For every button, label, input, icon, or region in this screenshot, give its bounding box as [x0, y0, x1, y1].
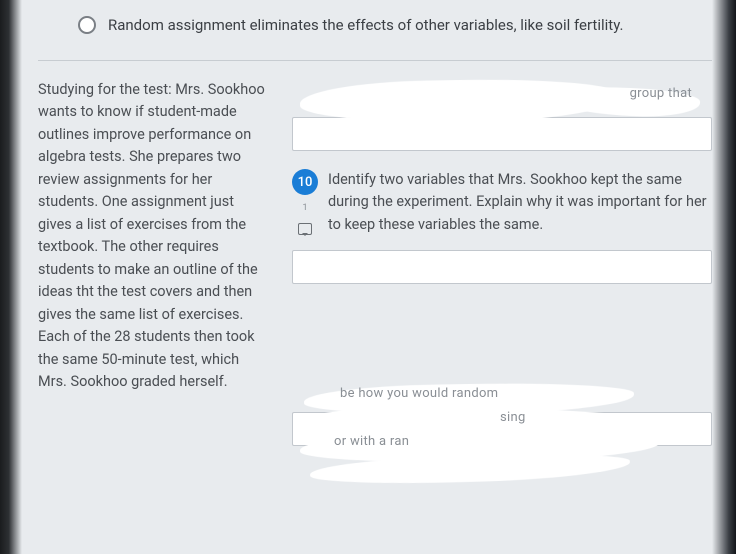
question-header: 10 1 Identify two variables that Mrs. So…	[292, 169, 712, 236]
passage-sidebar: Studying for the test: Mrs. Sookhoo want…	[38, 79, 268, 464]
obscured-text: sing	[500, 410, 526, 425]
passage-text: Studying for the test: Mrs. Sookhoo want…	[38, 81, 265, 390]
obscured-text: group that	[630, 86, 692, 101]
answer-input-2[interactable]	[292, 250, 712, 284]
question-number-column: 10 1	[292, 169, 318, 236]
photo-edge-right	[712, 0, 736, 554]
mc-option-row[interactable]: Random assignment eliminates the effects…	[38, 16, 712, 34]
photo-edge-left	[0, 0, 22, 554]
question-points: 1	[302, 203, 307, 213]
radio-unchecked-icon[interactable]	[78, 16, 96, 34]
comment-icon[interactable]	[298, 223, 312, 235]
section-divider	[38, 60, 712, 61]
obscured-text: or with a ran	[334, 434, 409, 449]
worksheet-page: Random assignment eliminates the effects…	[0, 0, 736, 554]
answer-input-1[interactable]	[292, 117, 712, 151]
mc-option-label: Random assignment eliminates the effects…	[108, 16, 623, 34]
question-prompt: Identify two variables that Mrs. Sookhoo…	[328, 169, 712, 236]
obscured-text: be how you would random	[340, 386, 498, 401]
question-number-badge: 10	[292, 169, 318, 195]
